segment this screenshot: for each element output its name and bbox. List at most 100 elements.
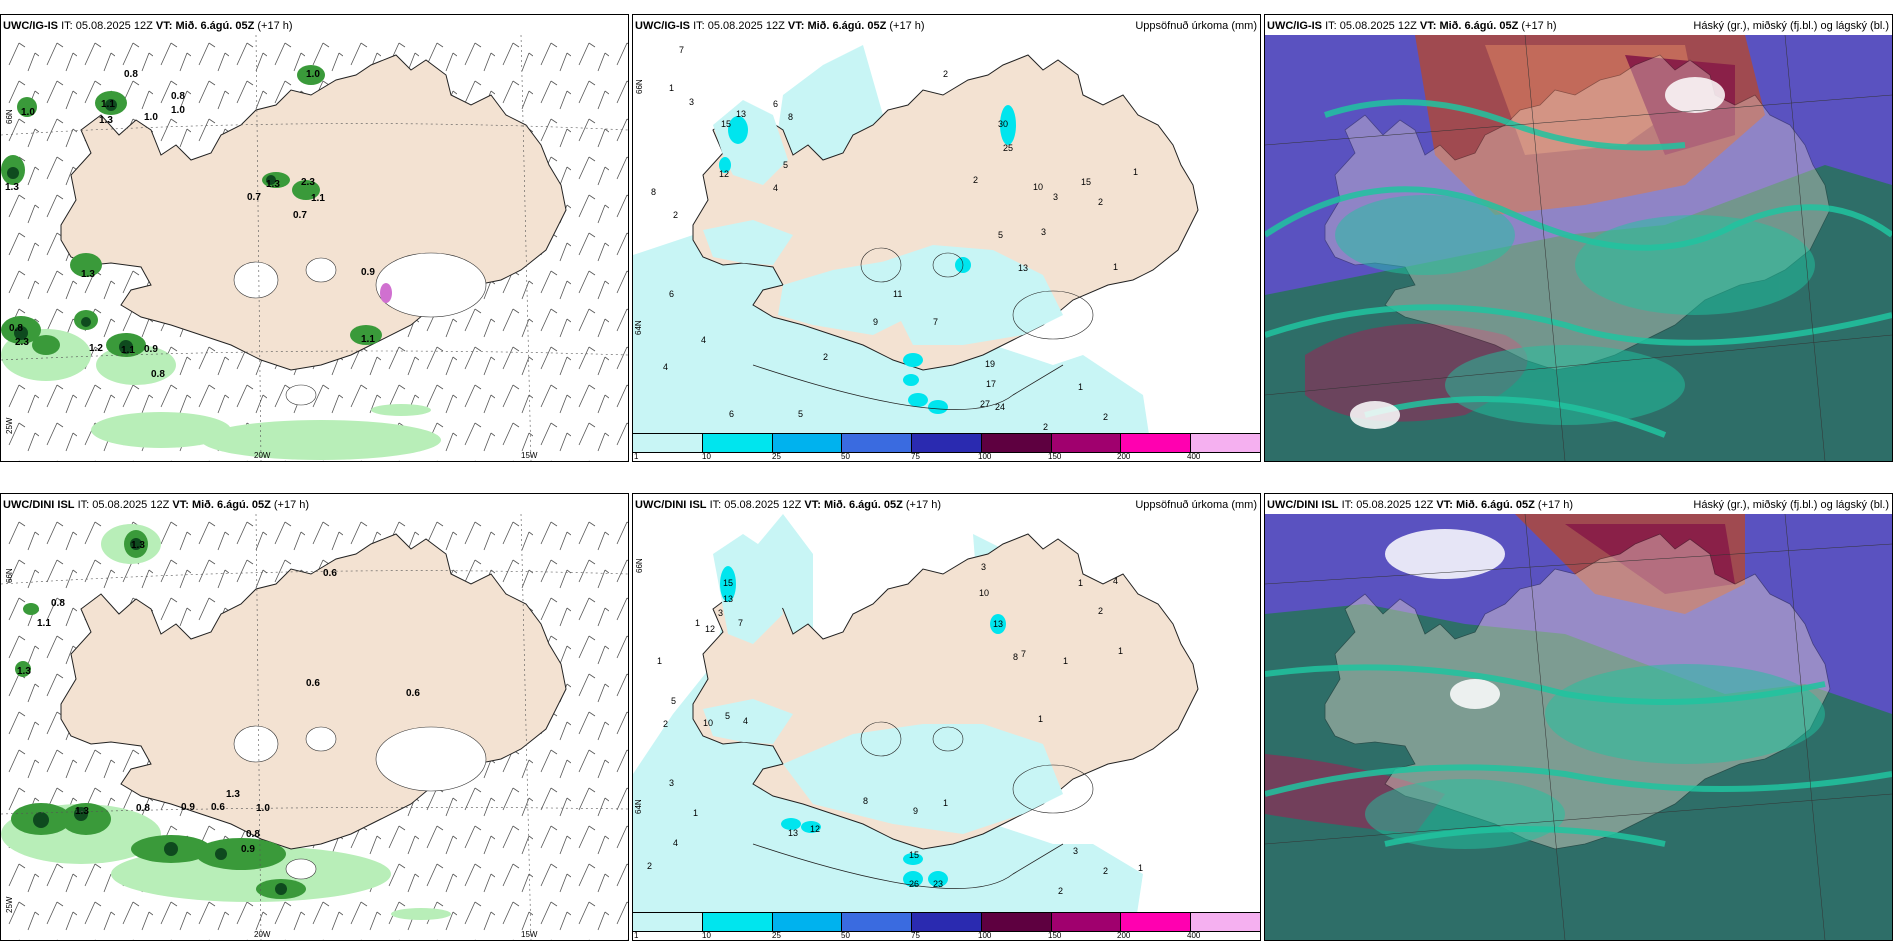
svg-text:3: 3: [689, 97, 694, 107]
svg-text:25W: 25W: [5, 896, 14, 913]
svg-text:1: 1: [1118, 646, 1123, 656]
panel-subtitle: Uppsöfnuð úrkoma (mm): [1135, 499, 1257, 511]
panel-title: UWC/DINI ISL IT: 05.08.2025 12Z VT: Mið.…: [3, 499, 310, 511]
svg-text:20W: 20W: [254, 930, 271, 939]
svg-text:1.3: 1.3: [75, 806, 89, 817]
map-panel-igis-precip: UWC/IG-IS IT: 05.08.2025 12Z VT: Mið. 6.…: [632, 14, 1261, 462]
svg-text:1: 1: [1038, 714, 1043, 724]
svg-text:23: 23: [933, 879, 943, 889]
svg-text:4: 4: [701, 335, 706, 345]
svg-text:2: 2: [973, 175, 978, 185]
precip-legend: 1 10 25 50 75 100 150 200 400: [633, 912, 1260, 940]
svg-text:1.2: 1.2: [89, 343, 103, 354]
svg-text:6: 6: [729, 409, 734, 419]
panel-subtitle: Háský (gr.), miðský (fj.bl.) og lágský (…: [1693, 20, 1889, 32]
precip-legend: 1 10 25 50 75 100 150 200 400: [633, 433, 1260, 461]
svg-text:64N: 64N: [634, 320, 643, 335]
svg-text:1.0: 1.0: [144, 112, 158, 123]
svg-text:24: 24: [995, 402, 1005, 412]
svg-text:8: 8: [863, 796, 868, 806]
svg-text:5: 5: [783, 160, 788, 170]
cloud-map[interactable]: [1265, 514, 1892, 940]
svg-text:1.0: 1.0: [256, 803, 270, 814]
svg-text:12: 12: [719, 169, 729, 179]
svg-text:0.8: 0.8: [136, 803, 150, 814]
svg-text:0.8: 0.8: [51, 598, 65, 609]
svg-text:2.3: 2.3: [15, 337, 29, 348]
svg-text:7: 7: [738, 618, 743, 628]
svg-text:2: 2: [673, 210, 678, 220]
svg-text:11: 11: [893, 289, 902, 299]
panel-title: UWC/IG-IS IT: 05.08.2025 12Z VT: Mið. 6.…: [635, 20, 925, 32]
map-panel-dini-precip: UWC/DINI ISL IT: 05.08.2025 12Z VT: Mið.…: [632, 493, 1261, 941]
svg-text:2: 2: [823, 352, 828, 362]
svg-text:2: 2: [1058, 886, 1063, 896]
svg-text:1.3: 1.3: [5, 182, 19, 193]
svg-text:2.3: 2.3: [301, 177, 315, 188]
svg-text:66N: 66N: [5, 568, 14, 583]
svg-text:7: 7: [1021, 649, 1026, 659]
svg-text:13: 13: [736, 109, 746, 119]
svg-text:1: 1: [1138, 863, 1143, 873]
svg-text:3: 3: [1041, 227, 1046, 237]
svg-text:1: 1: [1078, 382, 1083, 392]
svg-text:1.3: 1.3: [81, 269, 95, 280]
svg-text:1.1: 1.1: [361, 334, 375, 345]
svg-text:5: 5: [725, 711, 730, 721]
panel-title: UWC/IG-IS IT: 05.08.2025 12Z VT: Mið. 6.…: [1267, 20, 1557, 32]
cloud-map[interactable]: [1265, 35, 1892, 461]
map-panel-igis-clouds: UWC/IG-IS IT: 05.08.2025 12Z VT: Mið. 6.…: [1264, 14, 1893, 462]
panel-title: UWC/DINI ISL IT: 05.08.2025 12Z VT: Mið.…: [635, 499, 942, 511]
wind-shower-map[interactable]: 1.3 0.8 1.1 1.3 0.6 0.6 0.6 1.3 0.8 0.9 0.6 1.…: [1, 514, 628, 940]
svg-text:0.8: 0.8: [171, 91, 185, 102]
svg-text:3: 3: [1073, 846, 1078, 856]
svg-text:2: 2: [1103, 412, 1108, 422]
svg-text:2: 2: [1043, 422, 1048, 432]
panel-title: UWC/DINI ISL IT: 05.08.2025 12Z VT: Mið.…: [1267, 499, 1574, 511]
svg-text:1.1: 1.1: [121, 345, 135, 356]
svg-text:0.8: 0.8: [9, 323, 23, 334]
svg-text:2: 2: [1098, 606, 1103, 616]
svg-text:1.3: 1.3: [226, 789, 240, 800]
svg-text:0.8: 0.8: [246, 829, 260, 840]
svg-text:1: 1: [1133, 167, 1138, 177]
svg-text:0.9: 0.9: [181, 802, 195, 813]
svg-text:8: 8: [1013, 652, 1018, 662]
svg-text:64N: 64N: [634, 799, 643, 814]
wind-shower-map[interactable]: 1.3 1.0 1.1 1.3 0.8 1.0 0.8 1.0 1.0 1.3 2.3 0.…: [1, 35, 628, 461]
svg-text:13: 13: [1018, 263, 1028, 273]
legend-ticks: 1 10 25 50 75 100 150 200 400: [634, 931, 1201, 940]
svg-text:1.3: 1.3: [99, 115, 113, 126]
svg-text:66N: 66N: [635, 79, 644, 94]
svg-text:66N: 66N: [635, 558, 644, 573]
svg-text:0.9: 0.9: [241, 844, 255, 855]
svg-text:0.7: 0.7: [293, 210, 307, 221]
svg-text:30: 30: [998, 119, 1008, 129]
svg-text:1: 1: [669, 83, 674, 93]
legend-ticks: 1 10 25 50 75 100 150 200 400: [634, 452, 1201, 461]
svg-text:25W: 25W: [5, 417, 14, 434]
svg-text:1: 1: [695, 618, 700, 628]
svg-text:19: 19: [985, 359, 995, 369]
svg-text:0.9: 0.9: [144, 344, 158, 355]
svg-text:15W: 15W: [521, 930, 538, 939]
svg-text:1: 1: [1063, 656, 1068, 666]
svg-text:1.0: 1.0: [171, 105, 185, 116]
svg-text:1: 1: [1113, 262, 1118, 272]
svg-text:3: 3: [1053, 192, 1058, 202]
svg-text:0.8: 0.8: [151, 369, 165, 380]
svg-text:15W: 15W: [521, 451, 538, 460]
svg-text:1.1: 1.1: [311, 193, 325, 204]
svg-text:1.1: 1.1: [101, 99, 115, 110]
svg-text:1: 1: [1078, 578, 1083, 588]
svg-text:7: 7: [933, 317, 938, 327]
svg-text:5: 5: [998, 230, 1003, 240]
svg-text:3: 3: [981, 562, 986, 572]
svg-text:66N: 66N: [5, 109, 14, 124]
svg-text:10: 10: [703, 718, 713, 728]
svg-text:4: 4: [663, 362, 668, 372]
svg-text:6: 6: [773, 99, 778, 109]
svg-text:9: 9: [913, 806, 918, 816]
